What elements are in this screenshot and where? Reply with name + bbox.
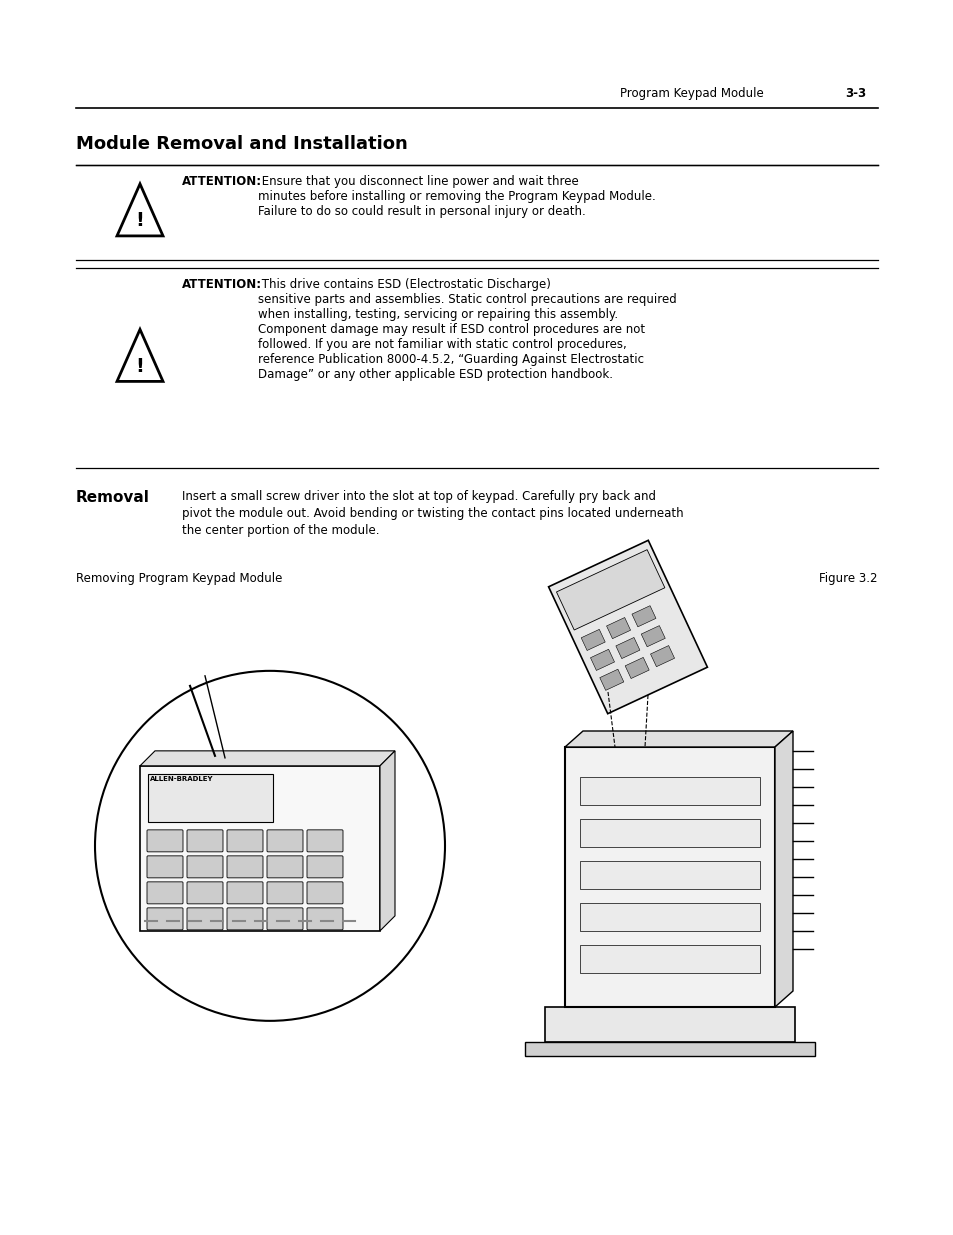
FancyBboxPatch shape xyxy=(267,882,303,904)
Text: Ensure that you disconnect line power and wait three
minutes before installing o: Ensure that you disconnect line power an… xyxy=(257,175,655,219)
FancyBboxPatch shape xyxy=(227,856,263,878)
Bar xyxy=(524,1042,814,1056)
Bar xyxy=(579,819,760,847)
Text: 3-3: 3-3 xyxy=(844,86,865,100)
FancyBboxPatch shape xyxy=(267,908,303,930)
FancyBboxPatch shape xyxy=(147,856,183,878)
FancyBboxPatch shape xyxy=(307,830,343,852)
Text: Program Keypad Module: Program Keypad Module xyxy=(619,86,763,100)
Bar xyxy=(599,669,623,690)
Bar xyxy=(579,903,760,931)
FancyBboxPatch shape xyxy=(307,856,343,878)
Bar xyxy=(616,637,639,658)
Text: This drive contains ESD (Electrostatic Discharge)
sensitive parts and assemblies: This drive contains ESD (Electrostatic D… xyxy=(257,278,676,382)
Text: Removal: Removal xyxy=(76,490,150,505)
Text: !: ! xyxy=(135,357,144,375)
FancyBboxPatch shape xyxy=(147,830,183,852)
Bar xyxy=(548,541,707,714)
FancyBboxPatch shape xyxy=(227,830,263,852)
FancyBboxPatch shape xyxy=(267,856,303,878)
Polygon shape xyxy=(774,731,792,1007)
FancyBboxPatch shape xyxy=(227,882,263,904)
Bar xyxy=(556,550,664,630)
Bar xyxy=(580,630,604,651)
Text: Insert a small screw driver into the slot at top of keypad. Carefully pry back a: Insert a small screw driver into the slo… xyxy=(182,490,683,537)
Bar xyxy=(579,777,760,805)
Text: !: ! xyxy=(135,211,144,230)
Bar xyxy=(650,646,674,667)
Text: ALLEN-BRADLEY: ALLEN-BRADLEY xyxy=(150,776,213,782)
Polygon shape xyxy=(140,751,395,766)
FancyBboxPatch shape xyxy=(187,856,223,878)
Text: Module Removal and Installation: Module Removal and Installation xyxy=(76,135,407,153)
Bar xyxy=(140,766,379,931)
Bar xyxy=(544,1007,794,1042)
Text: ATTENTION:: ATTENTION: xyxy=(182,175,262,188)
Bar xyxy=(590,650,614,671)
Bar xyxy=(579,861,760,889)
Text: Figure 3.2: Figure 3.2 xyxy=(819,572,877,585)
Polygon shape xyxy=(564,731,792,747)
Bar xyxy=(148,774,273,821)
FancyBboxPatch shape xyxy=(147,908,183,930)
Text: Removing Program Keypad Module: Removing Program Keypad Module xyxy=(76,572,282,585)
Bar xyxy=(606,618,630,638)
FancyBboxPatch shape xyxy=(307,882,343,904)
Bar xyxy=(640,626,664,647)
Bar xyxy=(564,747,774,1007)
Bar xyxy=(624,657,648,678)
Text: ATTENTION:: ATTENTION: xyxy=(182,278,262,291)
Polygon shape xyxy=(379,751,395,931)
FancyBboxPatch shape xyxy=(187,882,223,904)
Bar xyxy=(579,945,760,973)
FancyBboxPatch shape xyxy=(307,908,343,930)
FancyBboxPatch shape xyxy=(187,830,223,852)
Polygon shape xyxy=(117,330,163,382)
FancyBboxPatch shape xyxy=(227,908,263,930)
FancyBboxPatch shape xyxy=(267,830,303,852)
FancyBboxPatch shape xyxy=(187,908,223,930)
Polygon shape xyxy=(117,184,163,236)
FancyBboxPatch shape xyxy=(147,882,183,904)
Bar xyxy=(631,605,656,627)
